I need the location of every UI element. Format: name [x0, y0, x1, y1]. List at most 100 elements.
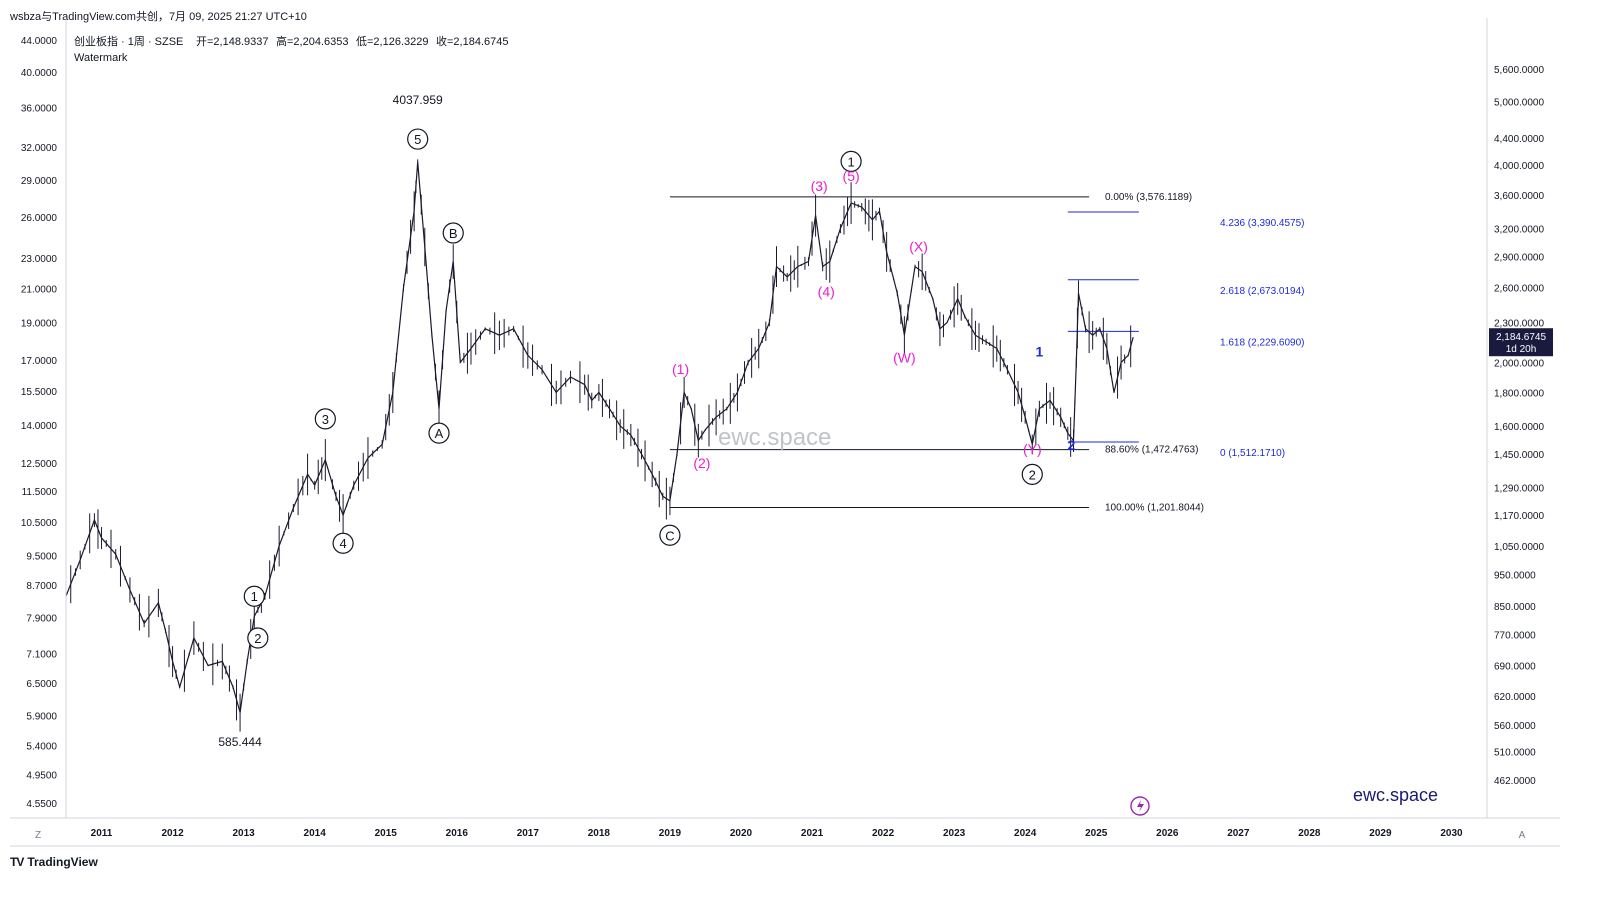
fib-extension-label: 0 (1,512.1710): [1220, 448, 1285, 459]
wave-label-magenta: (3): [811, 178, 828, 194]
right-tick-label: 770.0000: [1494, 630, 1536, 641]
wave-circle: [314, 408, 336, 430]
lightning-icon: [1130, 796, 1150, 816]
wave-circle: [442, 222, 464, 244]
left-tick-label: 4.5500: [26, 799, 57, 810]
x-tick-label: 2023: [943, 828, 966, 839]
wave-annotations: 4037.959 585.444 5 B A 3 4 1 2 C 1 2 (1) (2) (3) (4) (5)…: [218, 93, 1075, 749]
right-tick-label: 2,600.0000: [1494, 284, 1544, 295]
axes: 44.0000 40.0000 36.0000 32.0000 29.0000 26.00…: [10, 18, 1560, 847]
x-tick-label: 2025: [1085, 828, 1108, 839]
x-tick-label: 2013: [233, 828, 256, 839]
right-tick-label: 2,900.0000: [1494, 253, 1544, 264]
right-tick-label: 1,600.0000: [1494, 422, 1544, 433]
x-tick-label: 2015: [375, 828, 398, 839]
left-tick-label: 40.0000: [21, 68, 58, 79]
wave-label-magenta: (Y): [1023, 441, 1042, 457]
x-tick-label: 2030: [1440, 828, 1463, 839]
left-tick-label: 4.9500: [26, 771, 57, 782]
x-tick-label: 2027: [1227, 828, 1250, 839]
wave-circle: [243, 585, 265, 607]
left-tick-label: 5.4000: [26, 741, 57, 752]
fib-retracement-label: 100.00% (1,201.8044): [1105, 502, 1204, 513]
wave-label-blue: 1: [1035, 344, 1043, 360]
right-tick-label: 560.0000: [1494, 721, 1536, 732]
wave-circle-label: 1: [847, 154, 854, 169]
fib-retracement-label: 88.60% (1,472.4763): [1105, 445, 1198, 456]
left-tick-label: 19.0000: [21, 318, 58, 329]
wave-circle: [840, 150, 862, 172]
x-tick-label: 2011: [91, 828, 113, 839]
left-tick-label: 8.7000: [26, 581, 57, 592]
wave-label-magenta: (1): [672, 361, 689, 377]
axis-left-badge: Z: [35, 830, 41, 841]
fib-extension-label: 2.618 (2,673.0194): [1220, 286, 1305, 297]
x-tick-label: 2028: [1298, 828, 1321, 839]
right-tick-label: 690.0000: [1494, 662, 1536, 673]
wave-circle-label: 5: [414, 132, 421, 147]
right-tick-label: 850.0000: [1494, 602, 1536, 613]
price-label: 4037.959: [393, 93, 443, 107]
right-tick-label: 4,400.0000: [1494, 134, 1544, 145]
right-tick-label: 950.0000: [1494, 570, 1536, 581]
ohlc-high: 高=2,204.6353: [276, 34, 348, 48]
axis-right-badge: A: [1519, 830, 1526, 841]
right-tick-label: 5,600.0000: [1494, 65, 1544, 76]
left-tick-label: 7.1000: [26, 649, 57, 660]
lightning-icon-bolt: [1137, 800, 1144, 812]
x-tick-label: 2022: [872, 828, 895, 839]
left-tick-label: 44.0000: [21, 36, 58, 47]
fib-retracement-label: 0.00% (3,576.1189): [1105, 192, 1192, 203]
last-price-badge: [1489, 328, 1553, 357]
right-tick-label: 1,450.0000: [1494, 450, 1544, 461]
wave-label-magenta: (4): [818, 284, 835, 300]
wave-circle-label: 4: [339, 536, 346, 551]
wave-circle-label: 2: [254, 631, 261, 646]
left-tick-label: 7.9000: [26, 613, 57, 624]
right-tick-label: 2,300.0000: [1494, 319, 1544, 330]
right-tick-label: 1,290.0000: [1494, 483, 1544, 494]
left-tick-label: 10.5000: [21, 518, 58, 529]
tradingview-logo[interactable]: TV TradingView: [10, 855, 98, 869]
left-tick-label: 12.5000: [21, 459, 58, 470]
fib-extension-label: 4.236 (3,390.4575): [1220, 218, 1305, 229]
wave-label-magenta: (W): [893, 349, 916, 365]
price-series: [65, 159, 1134, 732]
last-price-label: 2,184.6745: [1496, 332, 1546, 343]
wave-circle-label: B: [449, 226, 458, 241]
left-tick-label: 6.5000: [26, 679, 57, 690]
wave-circle-label: 1: [251, 589, 258, 604]
wave-label-magenta: (X): [909, 239, 928, 255]
countdown-label: 1d 20h: [1506, 344, 1537, 355]
right-tick-label: 3,600.0000: [1494, 191, 1544, 202]
price-line: [65, 162, 1134, 713]
wave-circle: [1021, 463, 1043, 485]
tradingview-logo-label: TradingView: [27, 855, 98, 869]
left-tick-label: 21.0000: [21, 285, 58, 296]
wave-circle-label: 2: [1029, 467, 1036, 482]
wave-circle-label: C: [665, 528, 674, 543]
right-tick-label: 4,000.0000: [1494, 161, 1544, 172]
right-tick-label: 5,000.0000: [1494, 97, 1544, 108]
right-tick-label: 462.0000: [1494, 776, 1536, 787]
chart-header: wsbza与TradingView.com共创，7月 09, 2025 21:2…: [10, 8, 307, 24]
wave-circle: [332, 532, 354, 554]
wave-circle-label: A: [435, 426, 444, 441]
x-tick-label: 2020: [730, 828, 753, 839]
wave-circle-label: 3: [322, 412, 329, 427]
x-tick-label: 2018: [588, 828, 611, 839]
wave-circle: [407, 128, 429, 150]
left-tick-label: 5.9000: [26, 712, 57, 723]
left-tick-label: 29.0000: [21, 176, 58, 187]
symbol-line: 创业板指 · 1周 · SZSE: [74, 34, 183, 48]
right-tick-label: 510.0000: [1494, 748, 1536, 759]
price-label: 585.444: [218, 735, 262, 749]
right-tick-label: 1,050.0000: [1494, 542, 1544, 553]
chart-overlays: 创业板指 · 1周 · SZSE 开=2,148.9337 高=2,204.6353…: [74, 34, 1553, 816]
left-tick-label: 26.0000: [21, 213, 58, 224]
x-tick-label: 2017: [517, 828, 540, 839]
x-tick-label: 2014: [304, 828, 327, 839]
left-tick-label: 17.0000: [21, 356, 58, 367]
wave-label-magenta: (2): [693, 455, 710, 471]
